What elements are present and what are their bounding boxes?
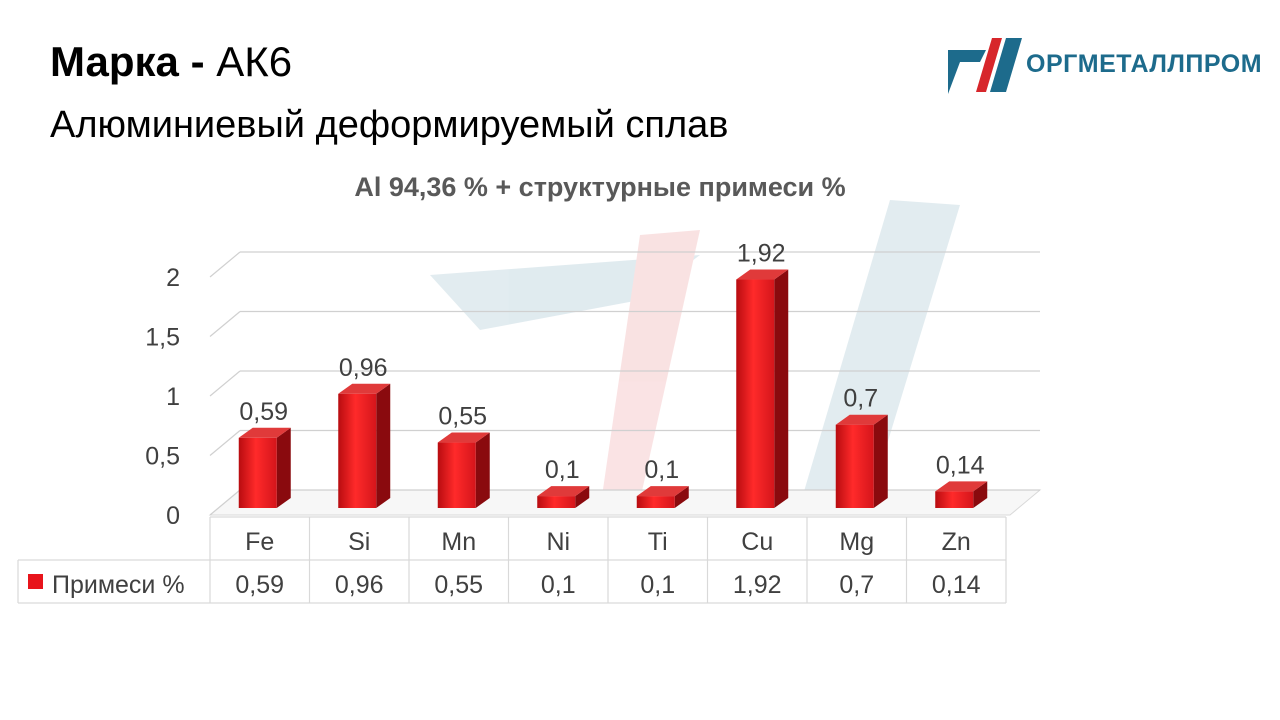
bar-front	[437, 442, 476, 508]
bar-side	[674, 486, 689, 508]
gridline-depth	[209, 251, 241, 278]
bar-front	[238, 437, 277, 508]
category-label-mg: Mg	[839, 528, 874, 556]
data-label-zn: 0,14	[936, 451, 985, 479]
bar-top	[437, 432, 490, 443]
bar-top	[338, 383, 391, 394]
chart-title: Al 94,36 % + структурные примеси %	[354, 172, 846, 202]
bar-front	[636, 496, 675, 508]
bar-top	[537, 486, 590, 497]
bar-top	[636, 486, 689, 497]
bar-front	[537, 496, 576, 508]
bar-side	[475, 432, 490, 508]
y-tick-label: 1	[166, 383, 180, 411]
category-label-zn: Zn	[942, 528, 971, 556]
table-value-mn: 0,55	[434, 571, 483, 599]
table-value-cu: 1,92	[733, 571, 782, 599]
bars	[238, 269, 988, 508]
company-logo: ОРГМЕТАЛЛПРОМ	[946, 32, 1266, 98]
table-value-ti: 0,1	[640, 571, 675, 599]
y-tick-label: 0	[166, 502, 180, 530]
bar-front	[835, 424, 874, 508]
bar-side	[276, 427, 291, 508]
bar-ni	[537, 486, 590, 508]
bar-top	[238, 427, 291, 438]
bar-mn	[437, 432, 490, 508]
category-label-cu: Cu	[741, 528, 773, 556]
legend-swatch	[28, 574, 43, 589]
y-tick-label: 1,5	[145, 324, 180, 352]
bar-top	[835, 414, 888, 425]
bar-front	[736, 279, 775, 508]
bar-top	[736, 269, 789, 280]
data-label-mg: 0,7	[843, 385, 878, 413]
bar-side	[973, 481, 988, 508]
bar-side	[376, 383, 391, 508]
data-label-ti: 0,1	[644, 456, 679, 484]
category-label-ni: Ni	[546, 528, 570, 556]
data-table: Fe 0,59 Si 0,96 Mn 0,55 Ni 0,1 Ti 0,1 Cu 1,92 Mg 0,7 Z…	[17, 516, 1007, 604]
data-label-ni: 0,1	[545, 456, 580, 484]
bar-cu	[736, 269, 789, 508]
data-label-si: 0,96	[339, 354, 388, 382]
y-tick-label: 2	[166, 264, 180, 292]
data-label-mn: 0,55	[438, 403, 487, 431]
data-label-fe: 0,59	[239, 398, 288, 426]
category-label-fe: Fe	[245, 528, 274, 556]
alloy-subtitle: Алюминиевый деформируемый сплав	[50, 104, 729, 146]
bar-top	[935, 481, 988, 492]
page-title: Марка - АК6	[50, 38, 292, 86]
logo-text: ОРГМЕТАЛЛПРОМ	[1026, 50, 1263, 78]
bar-side	[873, 414, 888, 508]
table-value-zn: 0,14	[932, 571, 981, 599]
bar-zn	[935, 481, 988, 508]
data-labels: 0,59 0,96 0,55 0,1 0,1 1,92 0,7 0,14	[239, 240, 984, 485]
category-label-si: Si	[348, 528, 370, 556]
y-tick-label: 0,5	[145, 443, 180, 471]
bar-front	[935, 491, 974, 508]
bar-side	[575, 486, 590, 508]
marka-label: Марка	[50, 38, 179, 85]
category-label-mn: Mn	[441, 528, 476, 556]
table-value-si: 0,96	[335, 571, 384, 599]
gridline-depth	[209, 430, 241, 456]
bar-fe	[238, 427, 291, 508]
title-separator: -	[190, 38, 205, 85]
bar-side	[774, 269, 789, 508]
bar-mg	[835, 414, 888, 508]
bar-si	[338, 383, 391, 508]
bar-front	[338, 393, 377, 508]
table-value-ni: 0,1	[541, 571, 576, 599]
chart-floor	[208, 489, 1042, 516]
data-label-cu: 1,92	[737, 240, 786, 268]
logo-mark-icon	[948, 38, 1022, 94]
category-label-ti: Ti	[648, 528, 668, 556]
table-value-fe: 0,59	[235, 571, 284, 599]
gridline-depth	[209, 370, 241, 397]
table-value-mg: 0,7	[839, 571, 874, 599]
alloy-grade: АК6	[216, 38, 293, 85]
bar-ti	[636, 486, 689, 508]
gridline-depth	[209, 311, 241, 337]
gridline-depth	[209, 489, 241, 516]
legend-label: Примеси %	[52, 571, 185, 599]
